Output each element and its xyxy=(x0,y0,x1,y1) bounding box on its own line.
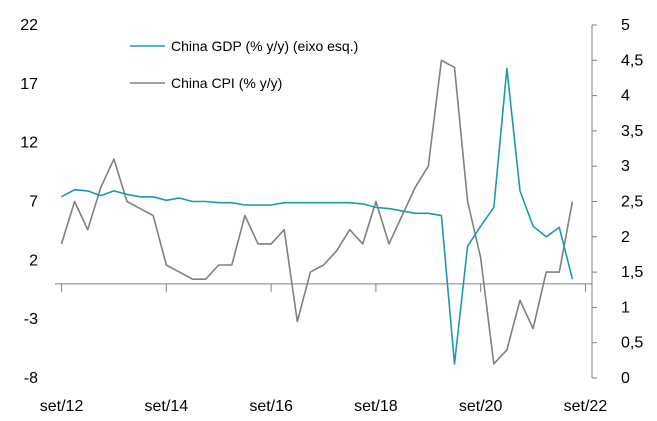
legend-label: China CPI (% y/y) xyxy=(171,75,282,91)
right-axis-tick-label: 1 xyxy=(621,299,630,316)
axes-layer: 22 17 12 7 2 -3 -8 5 4,5 4 3,5 3 2,5 2 1,5 1 0,5 0 set/12 s… xyxy=(20,17,643,415)
left-axis-tick-label: -3 xyxy=(24,311,38,328)
right-axis-tick-label: 4 xyxy=(621,88,630,105)
left-axis-tick-label: 2 xyxy=(29,252,38,269)
right-axis-tick-label: 0 xyxy=(621,370,630,387)
right-axis-tick-label: 3,5 xyxy=(621,123,643,140)
x-axis-tick-label: set/22 xyxy=(564,398,608,415)
left-axis-tick-label: 17 xyxy=(20,76,38,93)
legend: China GDP (% y/y) (eixo esq.) China CPI (… xyxy=(130,38,358,91)
left-axis-tick-label: -8 xyxy=(24,370,38,387)
left-axis-tick-label: 22 xyxy=(20,17,38,34)
x-axis-tick-label: set/16 xyxy=(249,398,293,415)
gdp-series-line xyxy=(61,67,574,365)
right-axis-tick-label: 0,5 xyxy=(621,335,643,352)
right-axis-tick-label: 5 xyxy=(621,17,630,34)
right-axis-tick-label: 2,5 xyxy=(621,194,643,211)
x-axis-tick-label: set/18 xyxy=(354,398,398,415)
right-axis-tick-label: 3 xyxy=(621,158,630,175)
cpi-series-line xyxy=(60,59,574,365)
left-axis-tick-label: 12 xyxy=(20,135,38,152)
x-axis-tick-label: set/20 xyxy=(459,398,503,415)
right-axis-tick-label: 1,5 xyxy=(621,264,643,281)
legend-label: China GDP (% y/y) (eixo esq.) xyxy=(171,38,358,54)
x-axis-tick-label: set/12 xyxy=(40,398,84,415)
series-layer xyxy=(60,59,574,365)
right-axis-tick-label: 4,5 xyxy=(621,52,643,69)
left-axis-tick-label: 7 xyxy=(29,194,38,211)
right-axis-tick-label: 2 xyxy=(621,229,630,246)
x-axis-tick-label: set/14 xyxy=(145,398,189,415)
